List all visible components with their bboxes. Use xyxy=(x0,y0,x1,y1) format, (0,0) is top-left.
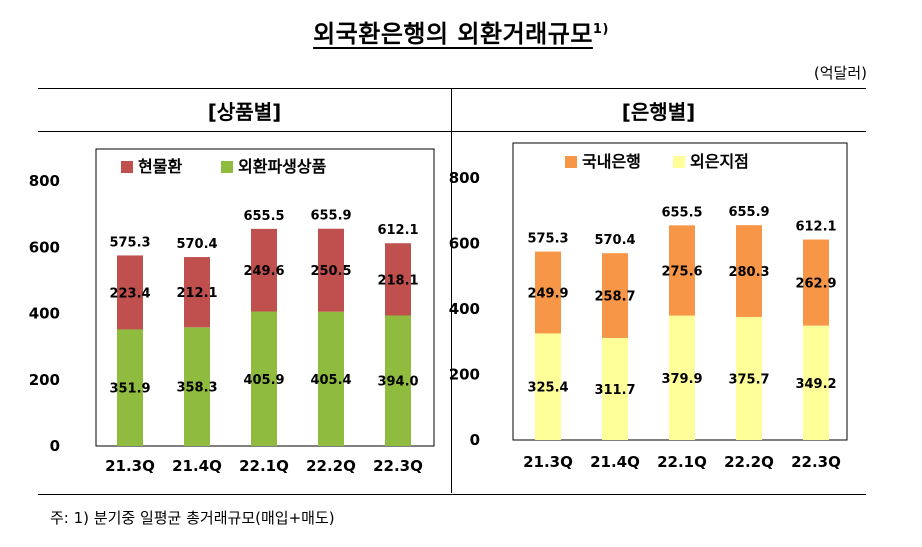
bar-segment-product xyxy=(117,329,143,446)
bar-segment-bank xyxy=(736,316,762,440)
legend-swatch-product xyxy=(221,161,233,173)
legend-label-product: 현물환 xyxy=(138,157,182,176)
unit-label: (억달러) xyxy=(813,64,867,82)
bar-segment-bank xyxy=(736,225,762,317)
segment-label-bank: 311.7 xyxy=(594,383,635,398)
x-tick-label-bank: 22.1Q xyxy=(657,453,707,471)
bar-segment-bank xyxy=(602,337,628,440)
y-tick-label-bank: 800 xyxy=(449,169,480,187)
legend-label-bank: 국내은행 xyxy=(582,152,641,171)
header-rule xyxy=(38,131,866,132)
segment-label-bank: 262.9 xyxy=(795,277,836,292)
segment-label-bank: 280.3 xyxy=(728,265,769,280)
bar-segment-bank xyxy=(669,225,695,316)
bar-segment-product xyxy=(184,327,210,446)
legend-swatch-product xyxy=(121,161,133,173)
y-tick-label-product: 200 xyxy=(29,371,60,389)
bar-segment-bank xyxy=(535,333,561,440)
y-tick-label-product: 400 xyxy=(29,305,60,323)
total-label-bank: 570.4 xyxy=(594,233,635,248)
segment-label-product: 249.6 xyxy=(243,264,284,279)
x-tick-label-bank: 21.4Q xyxy=(590,453,640,471)
total-label-product: 655.9 xyxy=(310,209,351,224)
segment-label-bank: 379.9 xyxy=(661,372,702,387)
x-tick-label-product: 21.4Q xyxy=(172,457,222,475)
x-tick-label-bank: 21.3Q xyxy=(523,453,573,471)
bar-segment-product xyxy=(318,311,344,446)
x-tick-label-product: 22.1Q xyxy=(239,457,289,475)
table-frame xyxy=(38,88,866,495)
segment-label-bank: 249.9 xyxy=(527,287,568,302)
segment-label-product: 394.0 xyxy=(377,375,418,390)
total-label-product: 575.3 xyxy=(109,235,150,250)
segment-label-product: 351.9 xyxy=(109,382,150,397)
segment-label-bank: 375.7 xyxy=(728,372,769,387)
segment-label-product: 223.4 xyxy=(109,286,150,301)
bar-segment-product xyxy=(385,243,411,316)
segment-label-product: 358.3 xyxy=(176,381,217,396)
bar-segment-product xyxy=(251,228,277,312)
bar-segment-bank xyxy=(602,253,628,338)
y-tick-label-bank: 200 xyxy=(449,366,480,384)
segment-label-product: 218.1 xyxy=(377,273,418,288)
bar-segment-bank xyxy=(803,239,829,326)
x-tick-label-bank: 22.3Q xyxy=(791,453,841,471)
segment-label-bank: 325.4 xyxy=(527,381,568,396)
segment-label-product: 212.1 xyxy=(176,286,217,301)
legend-swatch-bank xyxy=(673,156,685,168)
y-tick-label-bank: 600 xyxy=(449,235,480,253)
footnote: 주: 1) 분기중 일평균 총거래규모(매입+매도) xyxy=(50,509,335,527)
title-text: 외국환은행의 외환거래규모 xyxy=(313,20,593,48)
legend-label-product: 외환파생상품 xyxy=(238,157,327,176)
x-tick-label-bank: 22.2Q xyxy=(724,453,774,471)
y-tick-label-bank: 0 xyxy=(470,431,480,449)
legend-label-bank: 외은지점 xyxy=(690,152,749,171)
total-label-bank: 655.9 xyxy=(728,205,769,220)
total-label-bank: 612.1 xyxy=(795,220,836,235)
bar-segment-bank xyxy=(535,251,561,334)
panel-title-product: [상품별] xyxy=(207,100,282,124)
total-label-product: 570.4 xyxy=(176,237,217,252)
y-tick-label-product: 800 xyxy=(29,172,60,190)
bar-segment-product xyxy=(184,257,210,328)
page-title: 외국환은행의 외환거래규모1) xyxy=(0,14,922,49)
bar-segment-product xyxy=(117,255,143,330)
bar-segment-product xyxy=(385,315,411,446)
bar-segment-product xyxy=(251,311,277,446)
bar-segment-product xyxy=(318,228,344,312)
total-label-bank: 575.3 xyxy=(527,232,568,247)
x-tick-label-product: 22.2Q xyxy=(306,457,356,475)
segment-label-product: 250.5 xyxy=(310,264,351,279)
y-tick-label-bank: 400 xyxy=(449,300,480,318)
segment-label-bank: 275.6 xyxy=(661,264,702,279)
y-tick-label-product: 0 xyxy=(50,437,60,455)
title-footnote-mark: 1) xyxy=(592,22,609,37)
legend-swatch-bank xyxy=(565,156,577,168)
segment-label-product: 405.9 xyxy=(243,373,284,388)
segment-label-bank: 349.2 xyxy=(795,377,836,392)
bar-segment-bank xyxy=(669,315,695,440)
total-label-product: 612.1 xyxy=(377,223,418,238)
x-tick-label-product: 21.3Q xyxy=(105,457,155,475)
bar-segment-bank xyxy=(803,325,829,440)
total-label-product: 655.5 xyxy=(243,209,284,224)
x-tick-label-product: 22.3Q xyxy=(373,457,423,475)
panel-divider xyxy=(451,88,452,493)
y-tick-label-product: 600 xyxy=(29,238,60,256)
total-label-bank: 655.5 xyxy=(661,205,702,220)
segment-label-bank: 258.7 xyxy=(594,290,635,305)
segment-label-product: 405.4 xyxy=(310,373,351,388)
panel-title-bank: [은행별] xyxy=(621,100,696,124)
